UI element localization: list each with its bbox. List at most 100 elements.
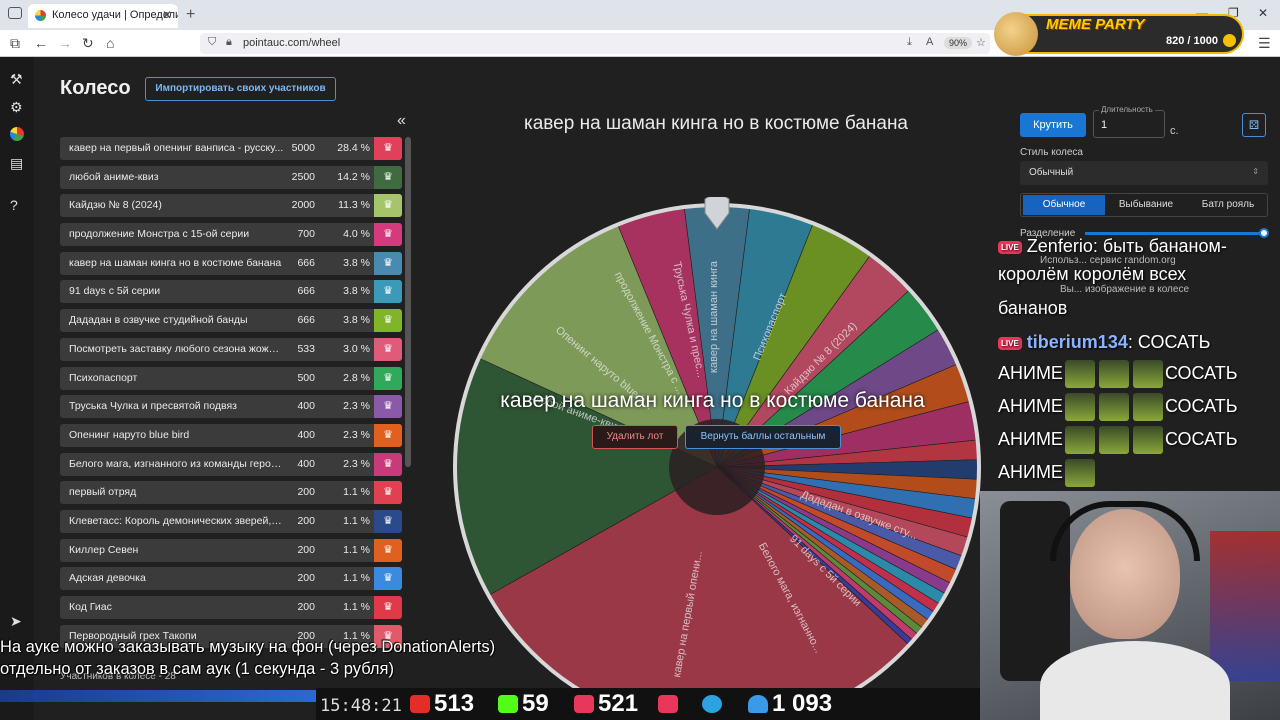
lot-color-icon[interactable]: ♛ xyxy=(374,423,402,447)
settings-icon[interactable]: ⚙ xyxy=(10,99,23,115)
lot-percent: 1.1 % xyxy=(343,514,370,527)
mode-normal[interactable]: Обычное xyxy=(1023,195,1105,215)
lot-color-icon[interactable]: ♛ xyxy=(374,137,402,160)
lot-color-icon[interactable]: ♛ xyxy=(374,567,402,591)
lot-color-icon[interactable]: ♛ xyxy=(374,251,402,275)
wheel-nav-icon[interactable] xyxy=(10,127,24,141)
lot-row[interactable]: Дададан в озвучке студийной банды 666 3.8 … xyxy=(60,309,402,333)
lot-name[interactable]: Кайдзю № 8 (2024) xyxy=(69,199,162,212)
lot-name[interactable]: Киллер Севен xyxy=(69,543,139,556)
duration-field[interactable]: Длительность 1 xyxy=(1093,105,1165,138)
download-icon[interactable]: ⤓ xyxy=(907,36,912,48)
back-icon[interactable]: ← xyxy=(34,35,48,51)
extensions-icon[interactable]: ⧉ xyxy=(10,35,20,51)
lot-row[interactable]: Посмотреть заставку любого сезона жожи, … xyxy=(60,337,402,361)
close-tab-icon[interactable]: ✕ xyxy=(161,8,172,22)
shield-icon[interactable]: ⛉ xyxy=(208,36,217,48)
lot-color-icon[interactable]: ♛ xyxy=(374,538,402,562)
collapse-panel-icon[interactable]: « xyxy=(397,112,406,129)
lot-name[interactable]: Адская девочка xyxy=(69,572,146,585)
lot-color-icon[interactable]: ♛ xyxy=(374,509,402,533)
lot-color-icon[interactable]: ♛ xyxy=(374,309,402,333)
menu-icon[interactable]: ☰ xyxy=(1258,35,1271,51)
lot-name[interactable]: 91 days с 5й серии xyxy=(69,285,161,298)
lot-row[interactable]: Клеветасс: Король демонических зверей, м… xyxy=(60,509,402,533)
restore-icon[interactable]: ❐ xyxy=(1228,6,1239,20)
mode-elimination[interactable]: Выбывание xyxy=(1118,199,1174,210)
lot-color-icon[interactable]: ♛ xyxy=(374,337,402,361)
mode-battle-royale[interactable]: Батл рояль xyxy=(1201,199,1255,210)
lot-row[interactable]: продолжение Монстра с 15-ой серии 700 4.0 … xyxy=(60,223,402,247)
lot-name[interactable]: Опенинг наруто blue bird xyxy=(69,428,190,441)
lot-name[interactable]: продолжение Монстра с 15-ой серии xyxy=(69,228,250,241)
gavel-icon[interactable]: ⚒ xyxy=(10,71,23,87)
import-participants-button[interactable]: Импортировать своих участников xyxy=(145,77,336,101)
lot-color-icon[interactable]: ♛ xyxy=(374,165,402,189)
translate-icon[interactable]: A xyxy=(926,36,934,48)
lot-list-scrollbar[interactable] xyxy=(405,137,411,467)
close-window-icon[interactable]: ✕ xyxy=(1258,6,1269,20)
spin-button[interactable]: Крутить xyxy=(1020,113,1086,137)
help-icon[interactable]: ? xyxy=(10,197,18,213)
url-bar[interactable]: ⛉ 🔒︎ pointauc.com/wheel ⤓ A 90% ☆ xyxy=(200,33,990,54)
wheel[interactable]: кавер на первый опени...любой аниме-квиз… xyxy=(447,197,987,720)
lot-row[interactable]: 91 days с 5й серии 666 3.8 % ♛ xyxy=(60,280,402,304)
lot-name[interactable]: первый отряд xyxy=(69,486,137,499)
lot-name[interactable]: Клеветасс: Король демонических зверей, м… xyxy=(69,514,284,527)
lot-row[interactable]: Психопаспорт 500 2.8 % ♛ xyxy=(60,366,402,390)
lot-row[interactable]: Белого мага, изгнанного из команды героя… xyxy=(60,452,402,476)
tab-list-icon[interactable] xyxy=(8,7,22,19)
chat-message: LIVE tiberium134: СОСАТЬ xyxy=(998,332,1210,353)
lot-color-icon[interactable]: ♛ xyxy=(374,395,402,419)
zoom-level[interactable]: 90% xyxy=(944,37,973,49)
lot-name[interactable]: кавер на первый опенинг ванписа - русску… xyxy=(69,142,284,154)
lot-name[interactable]: любой аниме-квиз xyxy=(69,170,159,183)
lot-row[interactable]: Первородный грех Такопи 200 1.1 % ♛ xyxy=(60,624,402,648)
split-slider[interactable] xyxy=(1085,228,1269,238)
lot-row[interactable]: Кайдзю № 8 (2024) 2000 11.3 % ♛ xyxy=(60,194,402,218)
lot-color-icon[interactable]: ♛ xyxy=(374,280,402,304)
bookmark-star-icon[interactable]: ☆ xyxy=(976,37,986,49)
lot-row[interactable]: любой аниме-квиз 2500 14.2 % ♛ xyxy=(60,165,402,189)
lot-row[interactable]: Адская девочка 200 1.1 % ♛ xyxy=(60,567,402,591)
lock-icon[interactable]: 🔒︎ xyxy=(226,36,232,48)
lot-row[interactable]: Опенинг наруто blue bird 400 2.3 % ♛ xyxy=(60,423,402,447)
slider-knob[interactable] xyxy=(1259,228,1269,238)
reload-icon[interactable]: ↻ xyxy=(82,35,94,51)
history-icon[interactable]: ▤ xyxy=(10,155,24,171)
lot-color-icon[interactable]: ♛ xyxy=(374,366,402,390)
lot-color-icon[interactable]: ♛ xyxy=(374,481,402,505)
duration-value[interactable]: 1 xyxy=(1101,119,1108,131)
new-tab-icon[interactable]: + xyxy=(186,6,196,23)
lot-name[interactable]: Психопаспорт xyxy=(69,371,138,384)
lot-row[interactable]: кавер на шаман кинга но в костюме банана… xyxy=(60,251,402,275)
lot-row[interactable]: Киллер Севен 200 1.1 % ♛ xyxy=(60,538,402,562)
lot-name[interactable]: Посмотреть заставку любого сезона жожи, … xyxy=(69,342,284,355)
home-icon[interactable]: ⌂ xyxy=(106,35,115,51)
lot-color-icon[interactable]: ♛ xyxy=(374,596,402,619)
forward-icon[interactable]: → xyxy=(58,35,72,51)
lot-amount: 666 xyxy=(297,285,315,298)
lot-amount: 666 xyxy=(297,256,315,269)
lot-row[interactable]: Код Гиас 200 1.1 % ♛ xyxy=(60,596,402,619)
lot-color-icon[interactable]: ♛ xyxy=(374,452,402,476)
delete-lot-button[interactable]: Удалить лот xyxy=(592,425,678,449)
lot-name[interactable]: Дададан в озвучке студийной банды xyxy=(69,314,248,327)
lot-row[interactable]: кавер на первый опенинг ванписа - русску… xyxy=(60,137,402,160)
browser-tab[interactable]: Колесо удачи | Определите по ✕ xyxy=(28,4,178,28)
telegram-icon[interactable]: ➤ xyxy=(10,613,22,629)
lot-name[interactable]: Код Гиас xyxy=(69,601,112,613)
randomizer-icon[interactable]: ⚄ xyxy=(1242,113,1266,137)
lot-name[interactable]: Труська Чулка и пресвятой подвяз xyxy=(69,400,237,413)
lot-name[interactable]: кавер на шаман кинга но в костюме банана xyxy=(69,256,282,269)
lot-color-icon[interactable]: ♛ xyxy=(374,624,402,648)
lot-name[interactable]: Белого мага, изгнанного из команды героя… xyxy=(69,457,284,470)
lot-color-icon[interactable]: ♛ xyxy=(374,194,402,218)
url-text[interactable]: pointauc.com/wheel xyxy=(243,37,341,49)
lot-color-icon[interactable]: ♛ xyxy=(374,223,402,247)
lot-row[interactable]: Труська Чулка и пресвятой подвяз 400 2.3 %… xyxy=(60,395,402,419)
lot-row[interactable]: первый отряд 200 1.1 % ♛ xyxy=(60,481,402,505)
wheel-style-select[interactable]: Обычный ⇕ xyxy=(1020,161,1268,185)
return-points-button[interactable]: Вернуть баллы остальным xyxy=(685,425,841,449)
